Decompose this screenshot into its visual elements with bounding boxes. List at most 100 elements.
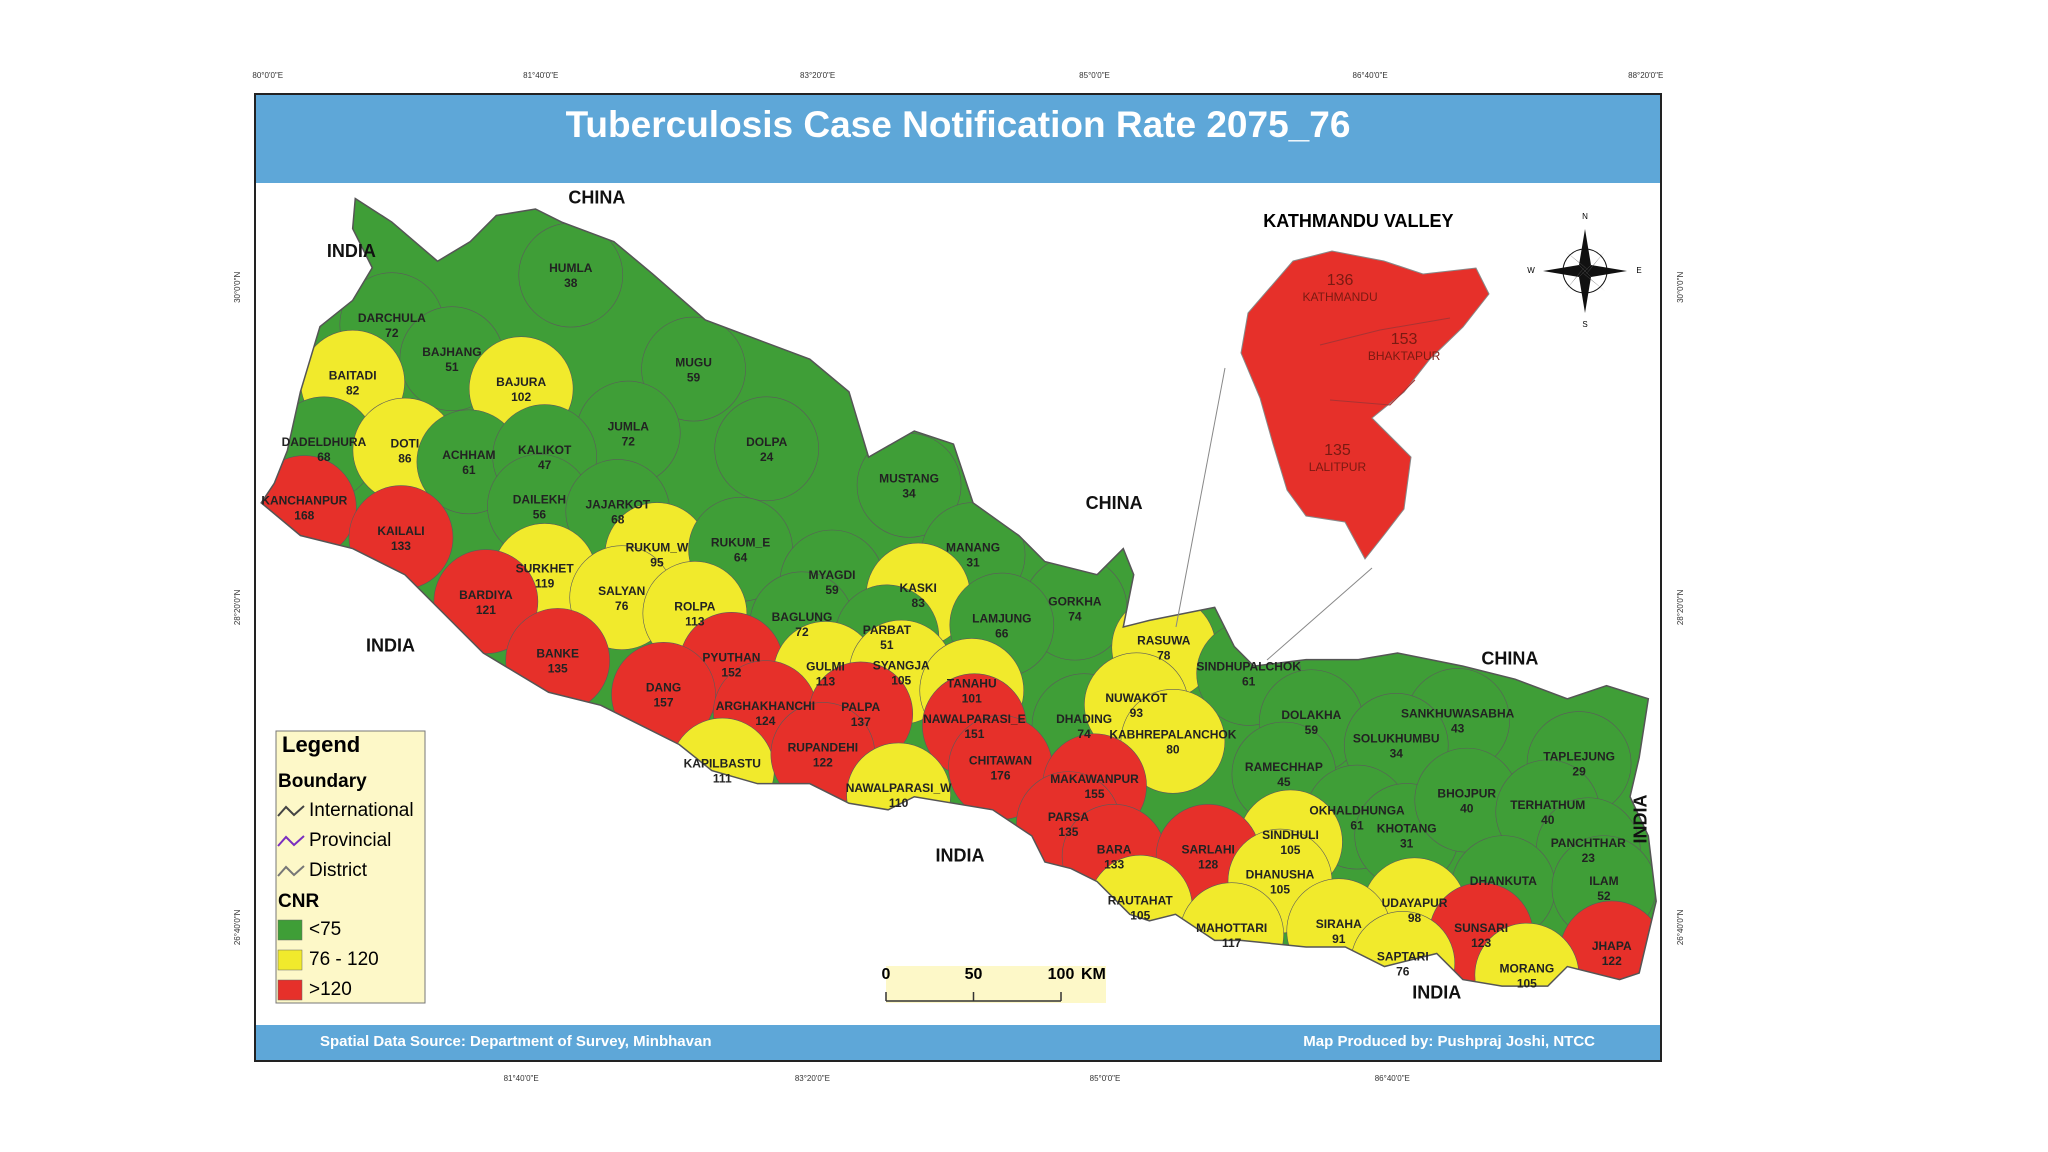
graticule-label: 28°20'0"N [1676,589,1685,625]
district-value: 117 [1222,936,1242,950]
district-value: 91 [1332,932,1346,946]
country-label: INDIA [1631,794,1651,843]
leader-line [1175,367,1226,628]
district-name: DHADING [1056,712,1112,726]
legend-line [277,865,305,877]
district-value: 151 [964,727,984,741]
district-name: MYAGDI [809,568,856,582]
valley-district-value: 135 [1324,442,1351,459]
district-value: 111 [713,771,732,785]
district-value: 51 [880,638,894,652]
graticule-label: 83°20'0"E [795,1074,830,1083]
district-value: 52 [1597,889,1611,903]
district-name: SANKHUWASABHA [1401,707,1515,721]
compass [1543,229,1627,313]
district-value: 157 [653,695,673,709]
leader-line [1266,567,1373,661]
district-name: MANANG [946,541,1000,555]
district-value: 122 [813,756,833,770]
district-name: MUSTANG [879,472,939,486]
district-value: 40 [1460,801,1474,815]
legend-swatch [277,949,303,971]
district-value: 68 [611,513,625,527]
country-label: INDIA [366,635,415,655]
district-value: 40 [1541,813,1555,827]
district-name: SYANGJA [873,658,930,672]
district-name: RUKUM_W [626,541,689,555]
legend-label: >120 [309,979,352,1000]
district-name: NUWAKOT [1105,691,1168,705]
district-value: 56 [533,507,547,521]
district-value: 110 [889,796,909,810]
district-name: BANKE [536,647,579,661]
map-title: Tuberculosis Case Notification Rate 2075… [566,104,1351,145]
district-name: DANG [646,680,681,694]
district-name: SINDHUPALCHOK [1196,660,1301,674]
footer-source: Spatial Data Source: Department of Surve… [320,1033,711,1050]
graticule-label: 26°40'0"N [233,909,242,945]
district-name: BAJHANG [422,345,481,359]
district-value: 34 [902,487,916,501]
district-value: 83 [912,596,926,610]
district-name: HUMLA [549,261,593,275]
graticule-label: 86°40'0"E [1353,71,1388,80]
district-value: 45 [1277,775,1291,789]
district-name: SIRAHA [1316,917,1362,931]
district-value: 31 [966,556,980,570]
district-name: MORANG [1500,961,1555,975]
compass-letter: N [1582,212,1588,221]
district-name: KASKI [900,581,937,595]
district-fill [433,549,539,654]
district-value: 74 [1068,609,1082,623]
district-name: KAILALI [377,524,424,538]
legend-line [277,835,305,847]
footer-bar [256,1025,1660,1060]
district-name: JUMLA [608,419,650,433]
district-value: 105 [1130,908,1150,922]
district-name: SINDHULI [1262,828,1319,842]
district-value: 155 [1085,787,1105,801]
district-name: BAJURA [496,375,546,389]
district-value: 119 [535,577,555,591]
district-value: 68 [317,450,331,464]
district-name: RUPANDEHI [788,741,858,755]
country-label: CHINA [1086,493,1143,513]
graticule-label: 30°0'0"N [233,272,242,303]
valley-district-name: BHAKTAPUR [1368,349,1441,363]
district-value: 72 [385,326,399,340]
scale-label: 50 [965,966,983,983]
district-value: 135 [548,662,568,676]
compass-letter: S [1582,320,1587,329]
district-value: 59 [1305,723,1319,737]
valley-district-name: KATHMANDU [1303,290,1378,304]
valley-district-value: 136 [1327,272,1354,289]
district-value: 64 [734,551,748,565]
legend-line [277,805,305,817]
district-value: 80 [1166,743,1180,757]
district-value: 124 [755,714,775,728]
district-name: SUNSARI [1454,921,1508,935]
district-name: DHANKUTA [1470,874,1537,888]
district-value: 66 [995,626,1009,640]
district-value: 121 [476,603,496,617]
country-label: CHINA [568,187,625,207]
district-name: ACHHAM [442,448,495,462]
district-value: 76 [1396,965,1410,979]
district-name: SALYAN [598,584,645,598]
scale-unit: KM [1081,966,1106,983]
district-value: 86 [398,451,412,465]
district-name: NAWALPARASI_W [846,781,952,795]
footer-credit: Map Produced by: Pushpraj Joshi, NTCC [1303,1033,1595,1050]
district-name: DAILEKH [513,492,566,506]
country-label: INDIA [936,846,985,866]
district-value: 59 [825,583,839,597]
district-name: GULMI [806,660,845,674]
district-name: JAJARKOT [585,498,650,512]
district-name: KANCHANPUR [261,494,347,508]
district-value: 61 [462,463,476,477]
district-name: DOLAKHA [1281,708,1341,722]
legend-label: <75 [309,919,341,940]
graticule-label: 80°0'0"E [252,71,283,80]
district-value: 176 [990,769,1010,783]
